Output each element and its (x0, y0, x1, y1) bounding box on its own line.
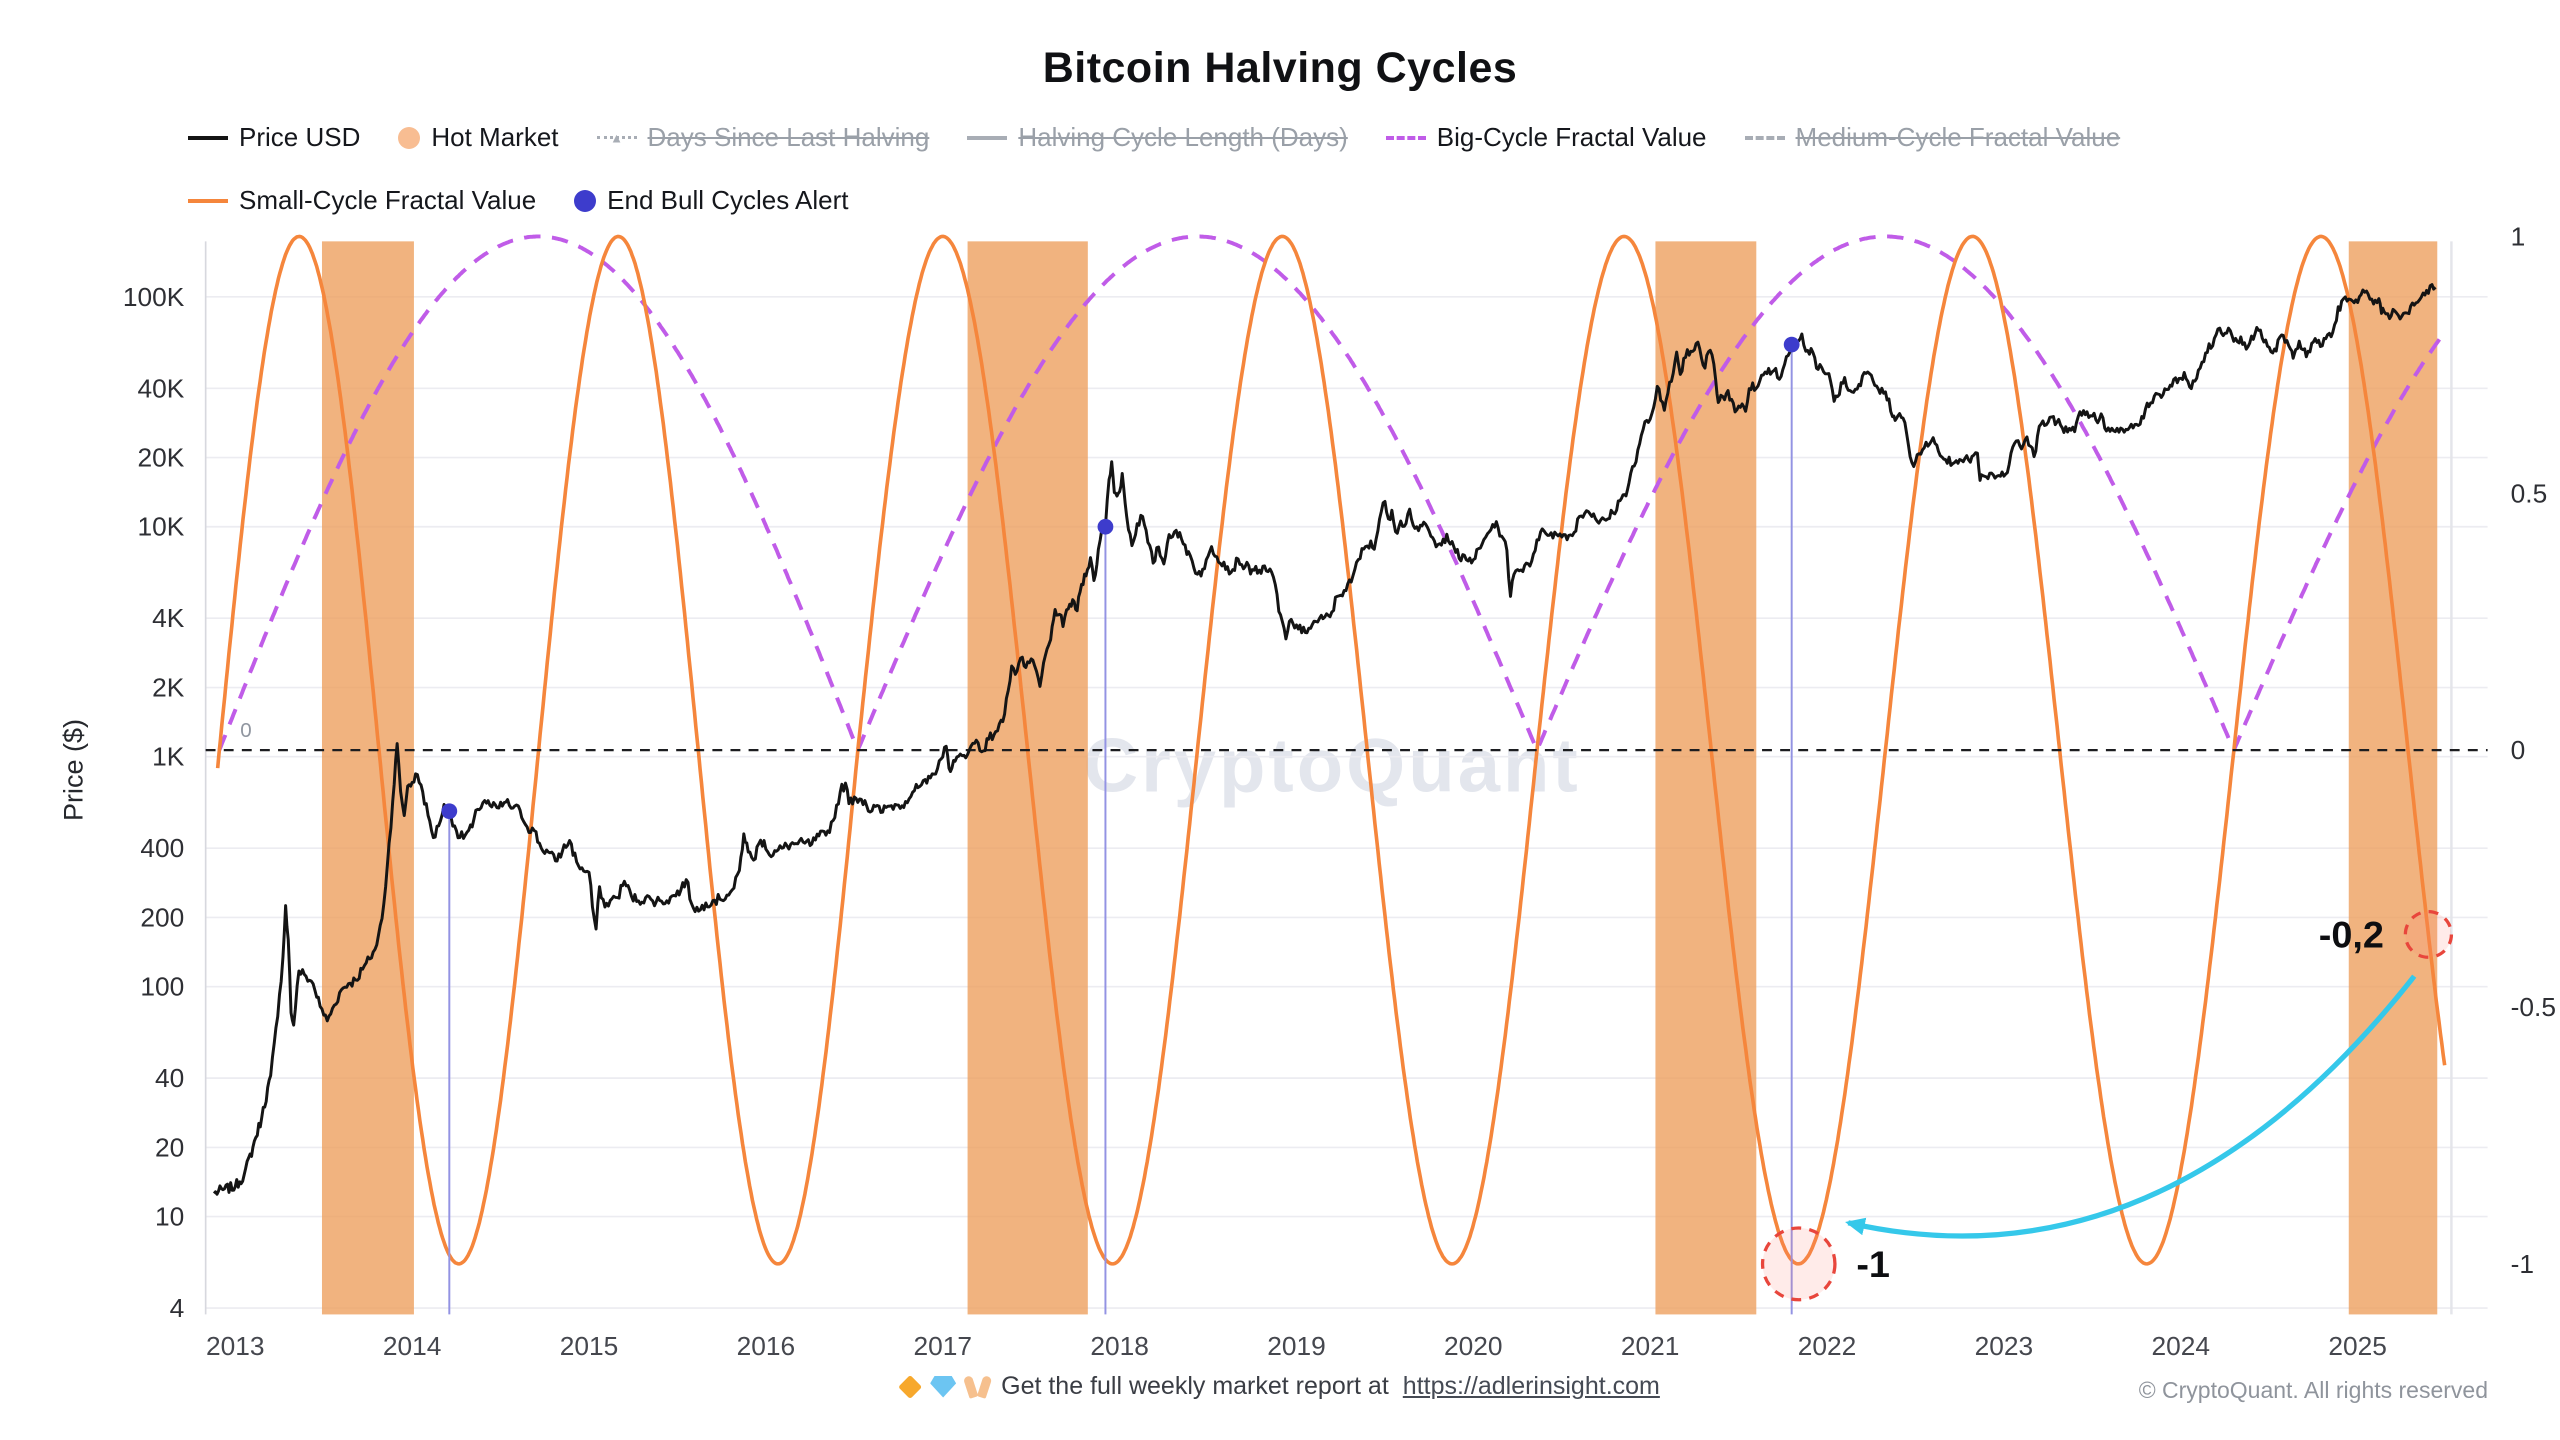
gridlines (204, 241, 2488, 1315)
svg-text:2017: 2017 (913, 1331, 972, 1361)
alert-annotation-circle (1760, 1226, 1837, 1302)
svg-text:10K: 10K (137, 512, 184, 542)
svg-text:400: 400 (140, 833, 184, 863)
footer: Get the full weekly market report at htt… (0, 1372, 2560, 1428)
svg-text:2016: 2016 (737, 1331, 796, 1361)
annotation-label: -1 (1856, 1243, 1890, 1285)
svg-text:20K: 20K (137, 443, 184, 473)
end-bull-alert-dots (441, 336, 1800, 819)
svg-text:10: 10 (155, 1202, 184, 1232)
alert-annotation-circle (2403, 909, 2454, 959)
legend-item-big-cycle-fractal[interactable]: Big-Cycle Fractal Value (1385, 122, 1707, 153)
legend-label: Small-Cycle Fractal Value (239, 185, 537, 215)
end-bull-alert-dot (1097, 518, 1114, 535)
svg-text:100K: 100K (123, 282, 185, 312)
purple-dashed-swatch (1385, 135, 1426, 140)
year-axis-labels: 2013 2014 2015 2016 2017 2018 2019 2020 2021 2022… (206, 1331, 2387, 1361)
cryptoquant-watermark: CryptoQuant (1083, 723, 1581, 809)
legend-item-medium-cycle-fractal[interactable]: Medium-Cycle Fractal Value (1744, 122, 2121, 153)
chart-title: Bitcoin Halving Cycles (1042, 44, 1518, 92)
value-axis-labels: 1 0.5 0 -0.5 -1 (2511, 222, 2556, 1279)
annotation-arrow (1845, 974, 2417, 1239)
svg-text:100: 100 (140, 972, 184, 1002)
legend-label: Medium-Cycle Fractal Value (1795, 122, 2121, 152)
legend-item-halving-cycle-length[interactable]: Halving Cycle Length (Days) (967, 122, 1348, 153)
legend-label: Hot Market (431, 122, 559, 152)
svg-text:0.5: 0.5 (2511, 478, 2548, 508)
legend: Price USD Hot Market Days Since Last Hal… (188, 122, 2478, 216)
legend-item-hot-market[interactable]: Hot Market (398, 122, 559, 153)
svg-text:2023: 2023 (1975, 1331, 2034, 1361)
svg-text:40K: 40K (137, 373, 184, 403)
footer-promo: Get the full weekly market report at htt… (898, 1372, 1660, 1401)
hot-market-bands (321, 241, 2438, 1315)
svg-text:2014: 2014 (383, 1331, 442, 1361)
price-line (212, 283, 2437, 1196)
end-bull-alert-lines (448, 344, 1793, 1315)
legend-label: End Bull Cycles Alert (607, 185, 849, 215)
svg-text:4: 4 (170, 1293, 185, 1323)
svg-text:1: 1 (2511, 222, 2526, 252)
svg-text:2019: 2019 (1267, 1331, 1326, 1361)
svg-text:4K: 4K (152, 603, 185, 633)
orange-line-swatch (188, 198, 228, 203)
svg-text:2022: 2022 (1798, 1331, 1857, 1361)
copyright-text: © CryptoQuant. All rights reserved (2138, 1377, 2488, 1403)
svg-text:200: 200 (140, 902, 184, 932)
zero-line-label: 0 (240, 719, 251, 742)
svg-text:2015: 2015 (560, 1331, 619, 1361)
svg-text:2024: 2024 (2152, 1331, 2211, 1361)
svg-text:0: 0 (2511, 735, 2526, 765)
svg-text:-1: -1 (2511, 1249, 2534, 1279)
blue-dot-swatch (574, 189, 597, 212)
legend-item-days-since-last-halving[interactable]: Days Since Last Halving (596, 122, 930, 153)
gray-line-swatch (967, 135, 1008, 140)
legend-label: Big-Cycle Fractal Value (1436, 122, 1707, 152)
footer-link[interactable]: https://adlerinsight.com (1402, 1372, 1660, 1400)
gem-icon (930, 1375, 957, 1398)
dotted-triangle-swatch (596, 136, 637, 139)
big-cycle-curve (217, 234, 2447, 754)
hot-market-circle-swatch (398, 126, 421, 149)
orange-diamond-icon (898, 1374, 923, 1399)
svg-text:2018: 2018 (1090, 1331, 1149, 1361)
svg-text:40: 40 (155, 1063, 184, 1093)
svg-text:20: 20 (155, 1132, 184, 1162)
legend-label: Days Since Last Halving (647, 122, 930, 152)
annotation-label: -0,2 (2319, 914, 2384, 956)
svg-text:2K: 2K (152, 673, 185, 703)
legend-item-small-cycle-fractal[interactable]: Small-Cycle Fractal Value (188, 185, 536, 216)
legend-item-price-usd[interactable]: Price USD (188, 122, 360, 153)
svg-text:2025: 2025 (2328, 1331, 2387, 1361)
end-bull-alert-dot (441, 803, 458, 819)
small-cycle-curve (215, 234, 2447, 1266)
end-bull-alert-dot (1783, 336, 1800, 353)
hot-market-band (967, 241, 1088, 1315)
gray-dashed-swatch (1744, 135, 1785, 140)
svg-text:-0.5: -0.5 (2511, 992, 2556, 1022)
raised-hands-icon (962, 1374, 993, 1399)
legend-item-end-bull-cycles-alert[interactable]: End Bull Cycles Alert (574, 185, 849, 216)
legend-label: Halving Cycle Length (Days) (1018, 122, 1348, 152)
price-axis-labels: 100K 40K 20K 10K 4K 2K 1K 400 200 100 40 20 10 4 (123, 282, 185, 1323)
svg-text:2013: 2013 (206, 1331, 265, 1361)
svg-text:1K: 1K (152, 742, 185, 772)
svg-text:2021: 2021 (1621, 1331, 1680, 1361)
legend-label: Price USD (239, 122, 361, 152)
hot-market-band (2348, 241, 2438, 1315)
footer-promo-text: Get the full weekly market report at (1001, 1372, 1389, 1400)
price-line-swatch (188, 135, 228, 140)
svg-text:2020: 2020 (1444, 1331, 1503, 1361)
